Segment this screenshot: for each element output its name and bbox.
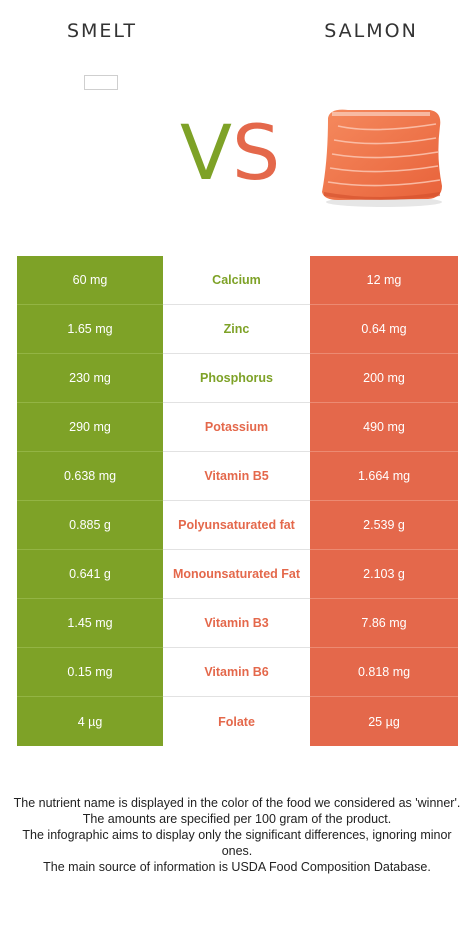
smelt-value: 0.885 g xyxy=(17,501,163,550)
footer-line: The infographic aims to display only the… xyxy=(22,828,452,858)
salmon-value: 25 µg xyxy=(310,697,458,746)
table-row: 0.15 mg Vitamin B6 0.818 mg xyxy=(17,648,458,697)
right-food-title: SALMON xyxy=(324,20,418,42)
smelt-image-placeholder xyxy=(84,75,118,90)
table-row: 4 µg Folate 25 µg xyxy=(17,697,458,746)
nutrient-name: Vitamin B6 xyxy=(163,648,310,697)
footer-line: The amounts are specified per 100 gram o… xyxy=(82,812,392,826)
salmon-value: 12 mg xyxy=(310,256,458,305)
nutrient-name: Monounsaturated Fat xyxy=(163,550,310,599)
table-row: 0.641 g Monounsaturated Fat 2.103 g xyxy=(17,550,458,599)
table-row: 60 mg Calcium 12 mg xyxy=(17,256,458,305)
nutrient-name: Vitamin B5 xyxy=(163,452,310,501)
smelt-value: 0.15 mg xyxy=(17,648,163,697)
footer-notes: The nutrient name is displayed in the co… xyxy=(10,795,464,875)
nutrient-name: Folate xyxy=(163,697,310,746)
salmon-value: 200 mg xyxy=(310,354,458,403)
footer-line: The main source of information is USDA F… xyxy=(43,860,431,874)
nutrient-name: Vitamin B3 xyxy=(163,599,310,648)
salmon-value: 2.539 g xyxy=(310,501,458,550)
vs-v-letter: V xyxy=(180,108,232,197)
salmon-value: 0.64 mg xyxy=(310,305,458,354)
nutrient-name: Phosphorus xyxy=(163,354,310,403)
smelt-value: 0.641 g xyxy=(17,550,163,599)
smelt-value: 60 mg xyxy=(17,256,163,305)
table-row: 1.65 mg Zinc 0.64 mg xyxy=(17,305,458,354)
salmon-value: 2.103 g xyxy=(310,550,458,599)
smelt-value: 1.65 mg xyxy=(17,305,163,354)
footer-line: The nutrient name is displayed in the co… xyxy=(13,796,461,810)
smelt-value: 230 mg xyxy=(17,354,163,403)
vs-logo: VS xyxy=(180,108,292,198)
smelt-value: 0.638 mg xyxy=(17,452,163,501)
salmon-value: 0.818 mg xyxy=(310,648,458,697)
nutrient-name: Potassium xyxy=(163,403,310,452)
left-food-title: SMELT xyxy=(66,20,138,42)
nutrient-name: Calcium xyxy=(163,256,310,305)
table-row: 230 mg Phosphorus 200 mg xyxy=(17,354,458,403)
table-row: 0.638 mg Vitamin B5 1.664 mg xyxy=(17,452,458,501)
table-row: 0.885 g Polyunsaturated fat 2.539 g xyxy=(17,501,458,550)
table-row: 290 mg Potassium 490 mg xyxy=(17,403,458,452)
salmon-value: 7.86 mg xyxy=(310,599,458,648)
nutrient-name: Polyunsaturated fat xyxy=(163,501,310,550)
nutrient-name: Zinc xyxy=(163,305,310,354)
salmon-value: 490 mg xyxy=(310,403,458,452)
nutrient-comparison-table: 60 mg Calcium 12 mg 1.65 mg Zinc 0.64 mg 230 m… xyxy=(17,256,458,746)
vs-s-letter: S xyxy=(232,108,281,197)
salmon-image xyxy=(322,109,442,207)
smelt-value: 290 mg xyxy=(17,403,163,452)
salmon-value: 1.664 mg xyxy=(310,452,458,501)
smelt-value: 4 µg xyxy=(17,697,163,746)
smelt-value: 1.45 mg xyxy=(17,599,163,648)
table-row: 1.45 mg Vitamin B3 7.86 mg xyxy=(17,599,458,648)
